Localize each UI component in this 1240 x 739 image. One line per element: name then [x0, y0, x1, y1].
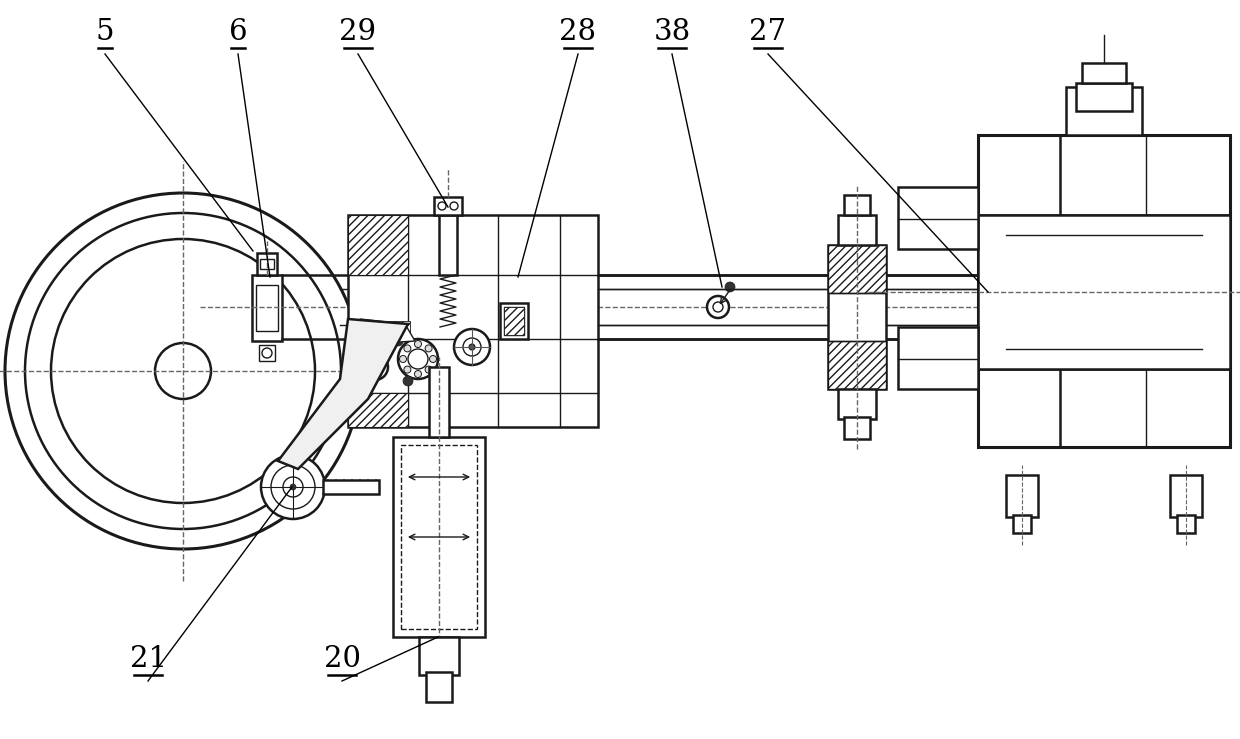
Bar: [252, 275, 281, 303]
Bar: [362, 321, 410, 341]
Bar: [898, 187, 978, 249]
Circle shape: [399, 355, 407, 363]
Bar: [439, 215, 458, 275]
Bar: [1013, 515, 1030, 533]
Bar: [259, 345, 275, 361]
Circle shape: [5, 193, 361, 549]
Bar: [252, 313, 281, 341]
Bar: [844, 195, 870, 215]
Bar: [828, 245, 887, 293]
Bar: [419, 637, 459, 675]
Bar: [429, 367, 449, 437]
Text: 27: 27: [749, 18, 786, 46]
Circle shape: [425, 345, 432, 352]
Bar: [439, 215, 458, 275]
Circle shape: [429, 355, 436, 363]
Circle shape: [404, 345, 410, 352]
Bar: [978, 135, 1230, 447]
Bar: [260, 259, 274, 269]
Bar: [1066, 87, 1142, 135]
Bar: [503, 307, 525, 335]
Circle shape: [362, 354, 388, 380]
Bar: [1177, 515, 1195, 533]
Circle shape: [290, 484, 296, 490]
Text: 21: 21: [129, 645, 166, 673]
Bar: [348, 215, 408, 275]
Text: 29: 29: [340, 18, 377, 46]
Circle shape: [707, 296, 729, 318]
Bar: [838, 389, 875, 419]
Text: 5: 5: [95, 18, 114, 46]
Circle shape: [283, 477, 303, 497]
Bar: [844, 417, 870, 439]
Bar: [1006, 475, 1038, 517]
Bar: [252, 275, 281, 341]
Circle shape: [414, 341, 422, 347]
Circle shape: [393, 336, 403, 346]
Bar: [393, 437, 485, 637]
Bar: [257, 253, 277, 275]
Circle shape: [398, 339, 438, 379]
Bar: [1076, 83, 1132, 111]
Circle shape: [450, 202, 458, 210]
Text: 28: 28: [559, 18, 596, 46]
Polygon shape: [278, 319, 408, 469]
Circle shape: [260, 455, 325, 519]
Bar: [348, 393, 408, 427]
Circle shape: [25, 213, 341, 529]
Circle shape: [155, 343, 211, 399]
Circle shape: [454, 329, 490, 365]
Circle shape: [262, 348, 272, 358]
Bar: [1171, 475, 1202, 517]
Bar: [828, 245, 887, 389]
Bar: [503, 307, 525, 335]
Circle shape: [51, 239, 315, 503]
Bar: [898, 327, 978, 389]
Bar: [978, 215, 1230, 369]
Text: 20: 20: [324, 645, 361, 673]
Polygon shape: [360, 319, 415, 344]
Circle shape: [469, 344, 475, 350]
Bar: [838, 215, 875, 245]
Bar: [427, 672, 453, 702]
Circle shape: [725, 282, 735, 292]
Text: 38: 38: [653, 18, 691, 46]
Circle shape: [272, 465, 315, 509]
Circle shape: [403, 376, 413, 386]
Bar: [1083, 63, 1126, 83]
Bar: [348, 215, 598, 427]
Bar: [828, 341, 887, 389]
Text: 6: 6: [228, 18, 247, 46]
Bar: [434, 197, 463, 215]
Bar: [500, 303, 528, 339]
Circle shape: [414, 370, 422, 378]
Circle shape: [438, 202, 446, 210]
Circle shape: [370, 361, 381, 373]
Circle shape: [404, 366, 410, 373]
Circle shape: [408, 349, 428, 369]
Bar: [255, 285, 278, 331]
Circle shape: [425, 366, 432, 373]
Circle shape: [713, 302, 723, 312]
Circle shape: [463, 338, 481, 356]
Bar: [401, 445, 477, 629]
Bar: [322, 480, 379, 494]
